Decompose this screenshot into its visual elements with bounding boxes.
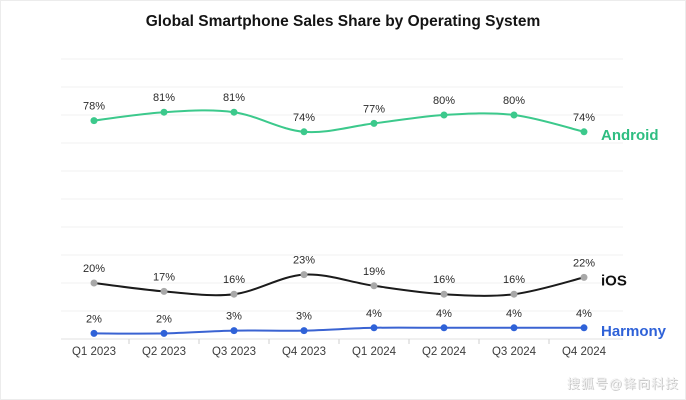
data-point-android	[160, 108, 168, 116]
data-point-ios	[160, 287, 168, 295]
data-label: 74%	[573, 112, 595, 124]
data-label: 3%	[296, 311, 312, 323]
data-point-harmony	[90, 329, 98, 337]
data-point-harmony	[300, 327, 308, 335]
series-line-android	[93, 109, 585, 134]
watermark: 搜狐号@锋向科技	[566, 376, 679, 391]
x-axis-label: Q1 2023	[72, 346, 116, 358]
data-point-ios	[90, 279, 98, 287]
data-point-harmony	[370, 324, 378, 332]
chart-title: Global Smartphone Sales Share by Operati…	[145, 13, 541, 30]
data-point-ios	[510, 290, 518, 298]
data-label: 4%	[576, 308, 592, 320]
data-point-android	[230, 108, 238, 116]
x-axis-label: Q3 2024	[492, 346, 537, 358]
data-label: 19%	[363, 266, 385, 278]
series-line-harmony	[93, 326, 585, 335]
data-point-android	[300, 128, 308, 136]
data-point-ios	[580, 273, 588, 281]
data-point-harmony	[160, 329, 168, 337]
data-label: 80%	[433, 95, 455, 107]
series-label-ios: iOS	[601, 272, 627, 289]
data-point-ios	[300, 271, 308, 279]
data-label: 16%	[223, 274, 245, 286]
data-label: 81%	[223, 92, 245, 104]
data-label: 16%	[433, 274, 455, 286]
series-label-android: Android	[601, 127, 659, 144]
data-label: 20%	[83, 263, 105, 275]
data-label: 23%	[293, 255, 315, 267]
x-axis-label: Q2 2023	[142, 346, 186, 358]
data-label: 80%	[503, 95, 525, 107]
data-point-harmony	[440, 324, 448, 332]
x-axis-label: Q4 2024	[562, 346, 607, 358]
data-point-android	[440, 111, 448, 119]
data-label: 3%	[226, 311, 242, 323]
data-point-android	[510, 111, 518, 119]
data-point-harmony	[510, 324, 518, 332]
data-label: 81%	[153, 92, 175, 104]
data-label: 4%	[366, 308, 382, 320]
series-label-harmony: Harmony	[601, 323, 667, 340]
data-label: 2%	[86, 313, 102, 325]
data-label: 22%	[573, 257, 595, 269]
data-label: 17%	[153, 271, 175, 283]
data-label: 74%	[293, 112, 315, 124]
data-label: 2%	[156, 313, 172, 325]
data-point-android	[370, 119, 378, 127]
x-axis-label: Q2 2024	[422, 346, 467, 358]
data-label: 4%	[436, 308, 452, 320]
data-point-harmony	[230, 327, 238, 335]
series-line-ios	[93, 273, 585, 297]
x-axis-label: Q1 2024	[352, 346, 397, 358]
data-label: 78%	[83, 101, 105, 113]
data-point-ios	[230, 290, 238, 298]
data-point-android	[580, 128, 588, 136]
data-point-android	[90, 117, 98, 125]
data-point-harmony	[580, 324, 588, 332]
data-label: 4%	[506, 308, 522, 320]
data-point-ios	[440, 290, 448, 298]
data-point-ios	[370, 282, 378, 290]
x-axis-label: Q3 2023	[212, 346, 256, 358]
x-axis-label: Q4 2023	[282, 346, 326, 358]
data-label: 16%	[503, 274, 525, 286]
data-label: 77%	[363, 103, 385, 115]
